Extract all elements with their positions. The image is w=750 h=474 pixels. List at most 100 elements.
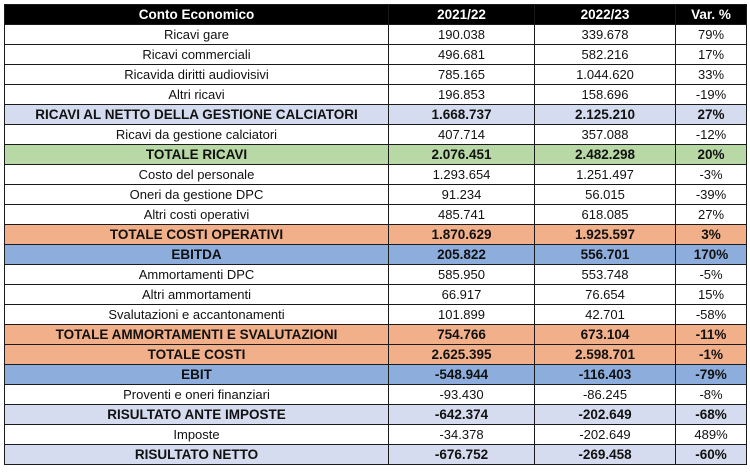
row-label: RISULTATO ANTE IMPOSTE bbox=[4, 404, 389, 425]
row-label: Ricavida diritti audiovisivi bbox=[4, 64, 389, 85]
value-2021-22: 785.165 bbox=[388, 64, 535, 85]
table-row: Altri ricavi 196.853 158.696 -19% bbox=[4, 84, 747, 105]
value-2021-22: 1.293.654 bbox=[388, 164, 535, 185]
value-2022-23: 556.701 bbox=[534, 244, 676, 265]
value-var-percent: -5% bbox=[675, 264, 747, 285]
table-row: TOTALE COSTI OPERATIVI 1.870.629 1.925.597… bbox=[4, 224, 747, 245]
row-label: Ricavi gare bbox=[4, 24, 389, 45]
value-2021-22: 496.681 bbox=[388, 44, 535, 65]
value-var-percent: 17% bbox=[675, 44, 747, 65]
table-row: RICAVI AL NETTO DELLA GESTIONE CALCIATOR… bbox=[4, 104, 747, 125]
value-2021-22: 101.899 bbox=[388, 304, 535, 325]
row-label: TOTALE COSTI bbox=[4, 344, 389, 365]
row-label: TOTALE AMMORTAMENTI E SVALUTAZIONI bbox=[4, 324, 389, 345]
value-2022-23: -86.245 bbox=[534, 384, 676, 405]
value-2022-23: 2.482.298 bbox=[534, 144, 676, 165]
row-label: TOTALE COSTI OPERATIVI bbox=[4, 224, 389, 245]
value-2021-22: 585.950 bbox=[388, 264, 535, 285]
table-row: Ammortamenti DPC 585.950 553.748 -5% bbox=[4, 264, 747, 285]
table-row: Oneri da gestione DPC 91.234 56.015 -39% bbox=[4, 184, 747, 205]
value-2021-22: 1.668.737 bbox=[388, 104, 535, 125]
row-label: EBITDA bbox=[4, 244, 389, 265]
value-2022-23: 673.104 bbox=[534, 324, 676, 345]
row-label: EBIT bbox=[4, 364, 389, 385]
value-2022-23: -269.458 bbox=[534, 444, 676, 465]
row-label: Costo del personale bbox=[4, 164, 389, 185]
value-var-percent: 170% bbox=[675, 244, 747, 265]
value-var-percent: 15% bbox=[675, 284, 747, 305]
value-2021-22: 66.917 bbox=[388, 284, 535, 305]
table-row: Ricavi commerciali 496.681 582.216 17% bbox=[4, 44, 747, 65]
value-2021-22: -642.374 bbox=[388, 404, 535, 425]
table-row: RISULTATO ANTE IMPOSTE -642.374 -202.649 -6… bbox=[4, 404, 747, 425]
value-2022-23: 158.696 bbox=[534, 84, 676, 105]
table-row: Proventi e oneri finanziari -93.430 -86.24… bbox=[4, 384, 747, 405]
value-2022-23: 2.125.210 bbox=[534, 104, 676, 125]
value-2021-22: 205.822 bbox=[388, 244, 535, 265]
row-label: Proventi e oneri finanziari bbox=[4, 384, 389, 405]
value-2021-22: 1.870.629 bbox=[388, 224, 535, 245]
row-label: TOTALE RICAVI bbox=[4, 144, 389, 165]
header-cell-2022-23: 2022/23 bbox=[534, 4, 676, 25]
value-2022-23: 553.748 bbox=[534, 264, 676, 285]
value-var-percent: -1% bbox=[675, 344, 747, 365]
value-2022-23: 339.678 bbox=[534, 24, 676, 45]
value-2021-22: 407.714 bbox=[388, 124, 535, 145]
row-label: Oneri da gestione DPC bbox=[4, 184, 389, 205]
value-2021-22: -548.944 bbox=[388, 364, 535, 385]
value-var-percent: -58% bbox=[675, 304, 747, 325]
value-var-percent: 27% bbox=[675, 204, 747, 225]
row-label: Imposte bbox=[4, 424, 389, 445]
table-row: Ricavida diritti audiovisivi 785.165 1.044… bbox=[4, 64, 747, 85]
value-2022-23: 582.216 bbox=[534, 44, 676, 65]
value-var-percent: -68% bbox=[675, 404, 747, 425]
table-row: RISULTATO NETTO -676.752 -269.458 -60% bbox=[4, 444, 747, 465]
value-2021-22: 190.038 bbox=[388, 24, 535, 45]
value-2021-22: -676.752 bbox=[388, 444, 535, 465]
value-var-percent: 33% bbox=[675, 64, 747, 85]
value-2022-23: -202.649 bbox=[534, 404, 676, 425]
header-cell-label: Conto Economico bbox=[4, 4, 389, 25]
value-2021-22: 2.625.395 bbox=[388, 344, 535, 365]
table-row: Imposte -34.378 -202.649 489% bbox=[4, 424, 747, 445]
row-label: RISULTATO NETTO bbox=[4, 444, 389, 465]
value-2022-23: 1.251.497 bbox=[534, 164, 676, 185]
row-label: Ricavi da gestione calciatori bbox=[4, 124, 389, 145]
value-2021-22: -34.378 bbox=[388, 424, 535, 445]
value-var-percent: -79% bbox=[675, 364, 747, 385]
table-row: Ricavi gare 190.038 339.678 79% bbox=[4, 24, 747, 45]
value-var-percent: -12% bbox=[675, 124, 747, 145]
value-2022-23: 2.598.701 bbox=[534, 344, 676, 365]
table-row: EBIT -548.944 -116.403 -79% bbox=[4, 364, 747, 385]
value-2022-23: -202.649 bbox=[534, 424, 676, 445]
table-row: Costo del personale 1.293.654 1.251.497 -3% bbox=[4, 164, 747, 185]
value-var-percent: -3% bbox=[675, 164, 747, 185]
row-label: Altri ammortamenti bbox=[4, 284, 389, 305]
value-2021-22: -93.430 bbox=[388, 384, 535, 405]
value-2021-22: 196.853 bbox=[388, 84, 535, 105]
value-2022-23: 56.015 bbox=[534, 184, 676, 205]
value-var-percent: 79% bbox=[675, 24, 747, 45]
table-row: EBITDA 205.822 556.701 170% bbox=[4, 244, 747, 265]
table-row: Svalutazioni e accantonamenti 101.899 42.7… bbox=[4, 304, 747, 325]
value-2022-23: 1.044.620 bbox=[534, 64, 676, 85]
value-var-percent: 3% bbox=[675, 224, 747, 245]
value-var-percent: -39% bbox=[675, 184, 747, 205]
table-row: TOTALE AMMORTAMENTI E SVALUTAZIONI 754.76… bbox=[4, 324, 747, 345]
table-row: Altri ammortamenti 66.917 76.654 15% bbox=[4, 284, 747, 305]
value-var-percent: 20% bbox=[675, 144, 747, 165]
row-label: Ammortamenti DPC bbox=[4, 264, 389, 285]
value-2022-23: -116.403 bbox=[534, 364, 676, 385]
table-header-row: Conto Economico 2021/22 2022/23 Var. % bbox=[4, 4, 747, 25]
table-row: Ricavi da gestione calciatori 407.714 357.… bbox=[4, 124, 747, 145]
row-label: Ricavi commerciali bbox=[4, 44, 389, 65]
row-label: RICAVI AL NETTO DELLA GESTIONE CALCIATOR… bbox=[4, 104, 389, 125]
table-row: TOTALE COSTI 2.625.395 2.598.701 -1% bbox=[4, 344, 747, 365]
table-row: Altri costi operativi 485.741 618.085 27% bbox=[4, 204, 747, 225]
row-label: Svalutazioni e accantonamenti bbox=[4, 304, 389, 325]
table-row: TOTALE RICAVI 2.076.451 2.482.298 20% bbox=[4, 144, 747, 165]
value-var-percent: -11% bbox=[675, 324, 747, 345]
income-statement-table: Conto Economico 2021/22 2022/23 Var. % R… bbox=[4, 4, 747, 465]
value-2021-22: 2.076.451 bbox=[388, 144, 535, 165]
value-var-percent: 489% bbox=[675, 424, 747, 445]
